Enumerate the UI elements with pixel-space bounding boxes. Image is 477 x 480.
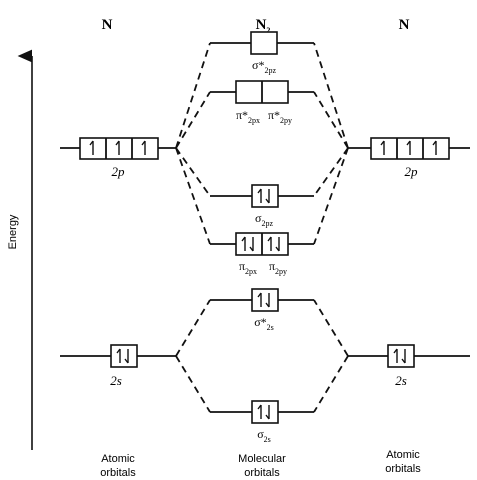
up-electron-arrows bbox=[89, 140, 146, 155]
sigma-star-2pz-level bbox=[210, 31, 314, 55]
paired-electron-arrows bbox=[257, 292, 270, 308]
header-left-atom: N bbox=[102, 17, 113, 33]
pi-star-2p-level bbox=[210, 80, 314, 104]
right-2p-level bbox=[348, 137, 470, 160]
left-2s-label: 2s bbox=[110, 373, 122, 388]
paired-electron-arrows bbox=[241, 236, 280, 252]
sigma-star-2pz-label: σ*2pz bbox=[252, 58, 276, 75]
left-2p-level bbox=[60, 137, 176, 160]
left-2s-level bbox=[60, 344, 176, 368]
caption-left-line2: orbitals bbox=[100, 467, 136, 479]
left-2p-label: 2p bbox=[112, 164, 126, 179]
sigma-2s-label: σ2s bbox=[257, 427, 271, 444]
up-electron-arrows bbox=[380, 140, 437, 155]
paired-electron-arrows bbox=[116, 348, 129, 364]
sigma-2s-level bbox=[210, 400, 314, 424]
caption-middle-line2: orbitals bbox=[244, 467, 280, 479]
header-right-atom: N bbox=[399, 17, 410, 33]
pi-star-2px-label: π*2px bbox=[236, 108, 260, 125]
sigma-star-2s-label: σ*2s bbox=[254, 315, 274, 332]
caption-left-line1: Atomic bbox=[101, 453, 135, 465]
right-2s-label: 2s bbox=[395, 373, 407, 388]
pi-2px-label: π2px bbox=[239, 259, 257, 276]
caption-right-line1: Atomic bbox=[386, 449, 420, 461]
pi-star-2py-label: π*2py bbox=[268, 108, 292, 125]
paired-electron-arrows bbox=[393, 348, 406, 364]
right-2p-label: 2p bbox=[405, 164, 419, 179]
energy-axis-label: Energy bbox=[7, 214, 19, 249]
sigma-star-2s-level bbox=[210, 288, 314, 312]
pi-2py-label: π2py bbox=[269, 259, 287, 276]
header-molecule: N2 bbox=[256, 17, 271, 35]
correlation-lines bbox=[175, 42, 349, 413]
sigma-2pz-label: σ2pz bbox=[255, 211, 273, 228]
caption-middle-line1: Molecular bbox=[238, 453, 286, 465]
caption-right-line2: orbitals bbox=[385, 463, 421, 475]
pi-2p-level bbox=[210, 232, 314, 256]
paired-electron-arrows bbox=[257, 188, 270, 204]
right-2s-level bbox=[348, 344, 470, 368]
paired-electron-arrows bbox=[257, 404, 270, 420]
sigma-2pz-level bbox=[210, 184, 314, 208]
